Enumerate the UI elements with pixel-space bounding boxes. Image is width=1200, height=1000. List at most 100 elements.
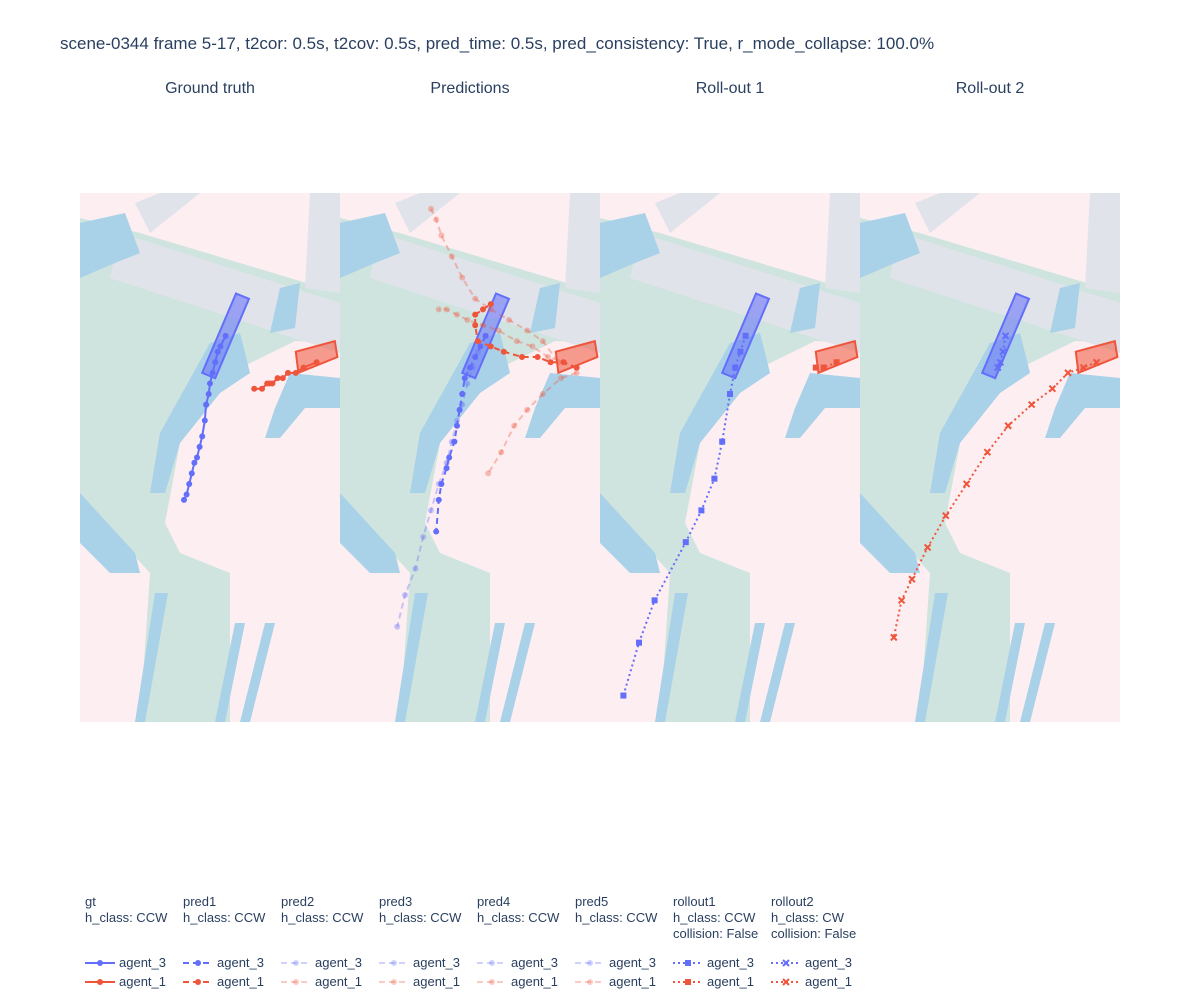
- data-point-5: [207, 380, 213, 387]
- legend-group-title: pred5: [575, 894, 609, 909]
- legend-group-info: h_class: CCW: [673, 910, 756, 925]
- data-point-3: [464, 380, 471, 387]
- legend-item-label: agent_3: [609, 955, 656, 970]
- data-point-2: [292, 369, 299, 376]
- data-point-4: [209, 369, 216, 376]
- legend-swatch: [771, 978, 801, 986]
- data-point-4: [506, 316, 512, 323]
- data-point-3: [524, 406, 531, 413]
- data-point-10: [435, 306, 442, 313]
- legend-group-pred2[interactable]: pred2 h_class: CCW agent_3 agent_1: [281, 894, 364, 989]
- data-point-0: [573, 369, 580, 376]
- legend-swatch: [183, 979, 213, 985]
- data-point-7: [464, 316, 471, 323]
- subplot-predictions[interactable]: [340, 193, 600, 722]
- agent_1-bounding-box: [294, 339, 339, 375]
- legend-group-title: pred4: [477, 894, 511, 909]
- data-point-1: [474, 348, 481, 355]
- legend-swatch: [575, 960, 605, 966]
- series-pred1-agent_1: [472, 301, 580, 371]
- subplot-ground-truth[interactable]: [80, 193, 340, 722]
- data-point-11: [897, 596, 906, 605]
- legend-swatch: [281, 960, 311, 966]
- legend-group-info: h_class: CCW: [281, 910, 364, 925]
- data-point-5: [487, 306, 494, 313]
- data-point-5: [498, 449, 505, 456]
- legend-group-title: pred3: [379, 894, 413, 909]
- legend-group-pred4[interactable]: pred4 h_class: CCW agent_3 agent_1: [477, 894, 559, 989]
- subplot-roll-out-1[interactable]: [600, 193, 860, 722]
- legend-group-rollout2[interactable]: rollout2 h_class: CW collision: False agent…: [771, 894, 857, 989]
- series-rollout2-agent_3: [994, 332, 1010, 372]
- series-pred2-agent_3: [394, 332, 489, 630]
- data-point-9: [438, 232, 445, 239]
- data-point-9: [446, 454, 453, 461]
- legend-item-label: agent_1: [805, 974, 852, 989]
- data-point-7: [443, 459, 450, 466]
- subplot-roll-out-2[interactable]: [860, 193, 1120, 722]
- series-line: [430, 208, 577, 369]
- data-point-0: [222, 332, 229, 339]
- legend-group-title: pred2: [281, 894, 315, 909]
- data-point-10: [443, 465, 450, 472]
- data-point-14: [186, 480, 193, 487]
- legend-group-rollout1[interactable]: rollout1 h_class: CCW collision: False agen…: [673, 894, 758, 989]
- data-point-5: [1004, 422, 1012, 430]
- data-point-6: [983, 448, 992, 456]
- data-point-1: [560, 359, 567, 366]
- data-point-15: [183, 491, 190, 498]
- data-point-13: [394, 623, 401, 630]
- data-point-4: [519, 353, 525, 360]
- legend-group-pred5[interactable]: pred5 h_class: CCW agent_3 agent_1: [575, 894, 657, 989]
- data-point-0: [313, 359, 320, 366]
- data-point-10: [196, 443, 203, 450]
- data-point-2: [214, 348, 221, 355]
- data-point-2: [545, 353, 551, 360]
- data-point-8: [264, 380, 271, 387]
- data-point-3: [529, 343, 536, 350]
- data-point-4: [513, 338, 520, 345]
- data-point-9: [259, 385, 265, 392]
- data-point-11: [428, 205, 434, 212]
- legend-swatch: [85, 979, 115, 985]
- data-point-12: [435, 496, 442, 503]
- data-point-5: [459, 391, 466, 398]
- data-point-6: [487, 343, 494, 350]
- legend-swatch: [575, 979, 605, 985]
- series-gt-agent_1: [251, 359, 320, 392]
- data-point-10: [433, 216, 440, 223]
- series-pred1-agent_3: [433, 332, 489, 535]
- legend-group-pred3[interactable]: pred3 h_class: CCW agent_3 agent_1: [379, 894, 461, 989]
- data-point-3: [534, 353, 541, 360]
- legend-group-title: pred1: [183, 894, 217, 909]
- data-point-10: [908, 575, 916, 583]
- legend-group-info: collision: False: [771, 926, 857, 941]
- subplot-title-predictions: Predictions: [430, 80, 510, 97]
- legend-group-info: h_class: CCW: [85, 910, 168, 925]
- series-rollout2-agent_1: [890, 358, 1101, 642]
- data-point-2: [996, 358, 1005, 366]
- data-point-6: [698, 507, 705, 514]
- data-point-11: [487, 301, 494, 308]
- legend-swatch: [183, 960, 213, 966]
- data-point-8: [472, 322, 479, 329]
- legend-item-label: agent_3: [805, 955, 852, 970]
- data-point-1: [477, 343, 484, 350]
- data-point-2: [732, 364, 739, 371]
- data-point-0: [573, 364, 580, 371]
- data-point-10: [620, 692, 627, 699]
- data-point-0: [482, 332, 489, 339]
- data-point-3: [1048, 385, 1057, 393]
- legend-item-label: agent_3: [217, 955, 264, 970]
- data-point-12: [890, 633, 898, 642]
- data-point-2: [539, 391, 546, 398]
- legend-group-gt[interactable]: gt h_class: CCW agent_3 agent_1: [85, 894, 168, 989]
- legend-group-pred1[interactable]: pred1 h_class: CCW agent_3 agent_1: [183, 894, 265, 989]
- subplot-title-rollout-2: Roll-out 2: [955, 80, 1025, 97]
- data-point-4: [1027, 400, 1036, 409]
- data-point-9: [199, 433, 206, 440]
- data-point-2: [1064, 369, 1072, 377]
- series-line: [396, 335, 487, 628]
- series-pred3-agent_1: [428, 205, 580, 371]
